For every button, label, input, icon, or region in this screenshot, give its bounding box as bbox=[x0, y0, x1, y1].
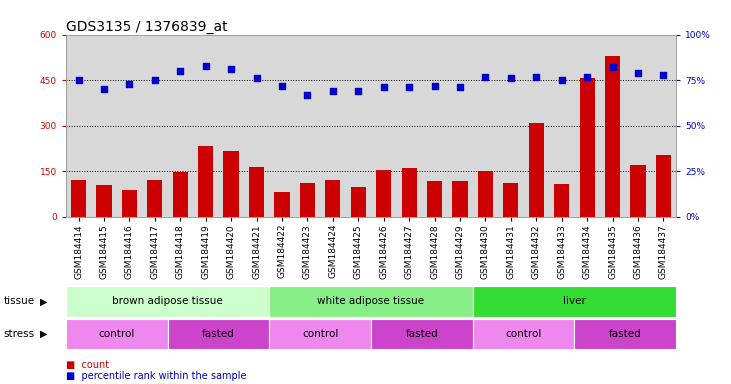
Point bbox=[327, 88, 338, 94]
Text: fasted: fasted bbox=[609, 329, 642, 339]
Point bbox=[658, 72, 670, 78]
Text: fasted: fasted bbox=[406, 329, 438, 339]
Bar bbox=[351, 187, 366, 217]
Bar bbox=[401, 168, 417, 217]
Bar bbox=[249, 167, 264, 217]
Bar bbox=[376, 170, 391, 217]
Point bbox=[505, 75, 517, 81]
Point bbox=[149, 77, 161, 83]
Bar bbox=[66, 286, 269, 317]
Bar bbox=[478, 171, 493, 217]
Bar bbox=[575, 319, 676, 349]
Text: ■  count: ■ count bbox=[66, 360, 109, 370]
Point bbox=[378, 84, 390, 91]
Bar bbox=[630, 165, 645, 217]
Bar bbox=[325, 180, 341, 217]
Bar bbox=[371, 319, 473, 349]
Bar bbox=[300, 183, 315, 217]
Text: fasted: fasted bbox=[202, 329, 235, 339]
Point bbox=[124, 81, 135, 87]
Text: ▶: ▶ bbox=[40, 329, 48, 339]
Point bbox=[428, 83, 440, 89]
Bar bbox=[452, 181, 468, 217]
Bar bbox=[198, 146, 213, 217]
Bar bbox=[269, 286, 473, 317]
Text: stress: stress bbox=[4, 329, 35, 339]
Text: GDS3135 / 1376839_at: GDS3135 / 1376839_at bbox=[66, 20, 227, 33]
Bar bbox=[224, 151, 239, 217]
Point bbox=[556, 77, 567, 83]
Point bbox=[454, 84, 466, 91]
Text: tissue: tissue bbox=[4, 296, 35, 306]
Bar bbox=[503, 183, 518, 217]
Text: control: control bbox=[505, 329, 542, 339]
Bar bbox=[147, 180, 162, 217]
Bar bbox=[122, 190, 137, 217]
Text: liver: liver bbox=[563, 296, 586, 306]
Bar bbox=[580, 78, 595, 217]
Bar bbox=[96, 185, 112, 217]
Point bbox=[404, 84, 415, 91]
Bar bbox=[473, 319, 575, 349]
Bar bbox=[269, 319, 371, 349]
Point bbox=[200, 63, 211, 69]
Bar bbox=[529, 123, 544, 217]
Text: control: control bbox=[99, 329, 135, 339]
Bar bbox=[173, 172, 188, 217]
Text: ▶: ▶ bbox=[40, 296, 48, 306]
Text: ■  percentile rank within the sample: ■ percentile rank within the sample bbox=[66, 371, 246, 381]
Point bbox=[581, 73, 593, 79]
Bar bbox=[473, 286, 676, 317]
Bar bbox=[554, 184, 569, 217]
Point bbox=[480, 73, 491, 79]
Point bbox=[607, 65, 618, 71]
Bar bbox=[167, 319, 269, 349]
Point bbox=[72, 77, 84, 83]
Bar bbox=[66, 319, 167, 349]
Bar bbox=[656, 155, 671, 217]
Text: control: control bbox=[302, 329, 338, 339]
Text: white adipose tissue: white adipose tissue bbox=[317, 296, 425, 306]
Point bbox=[352, 88, 364, 94]
Point bbox=[531, 73, 542, 79]
Text: brown adipose tissue: brown adipose tissue bbox=[112, 296, 223, 306]
Point bbox=[175, 68, 186, 74]
Point bbox=[251, 75, 262, 81]
Bar bbox=[274, 192, 289, 217]
Point bbox=[98, 86, 110, 93]
Point bbox=[632, 70, 644, 76]
Bar bbox=[71, 180, 86, 217]
Bar bbox=[427, 181, 442, 217]
Point bbox=[225, 66, 237, 72]
Bar bbox=[605, 56, 620, 217]
Point bbox=[276, 83, 288, 89]
Point bbox=[302, 92, 314, 98]
